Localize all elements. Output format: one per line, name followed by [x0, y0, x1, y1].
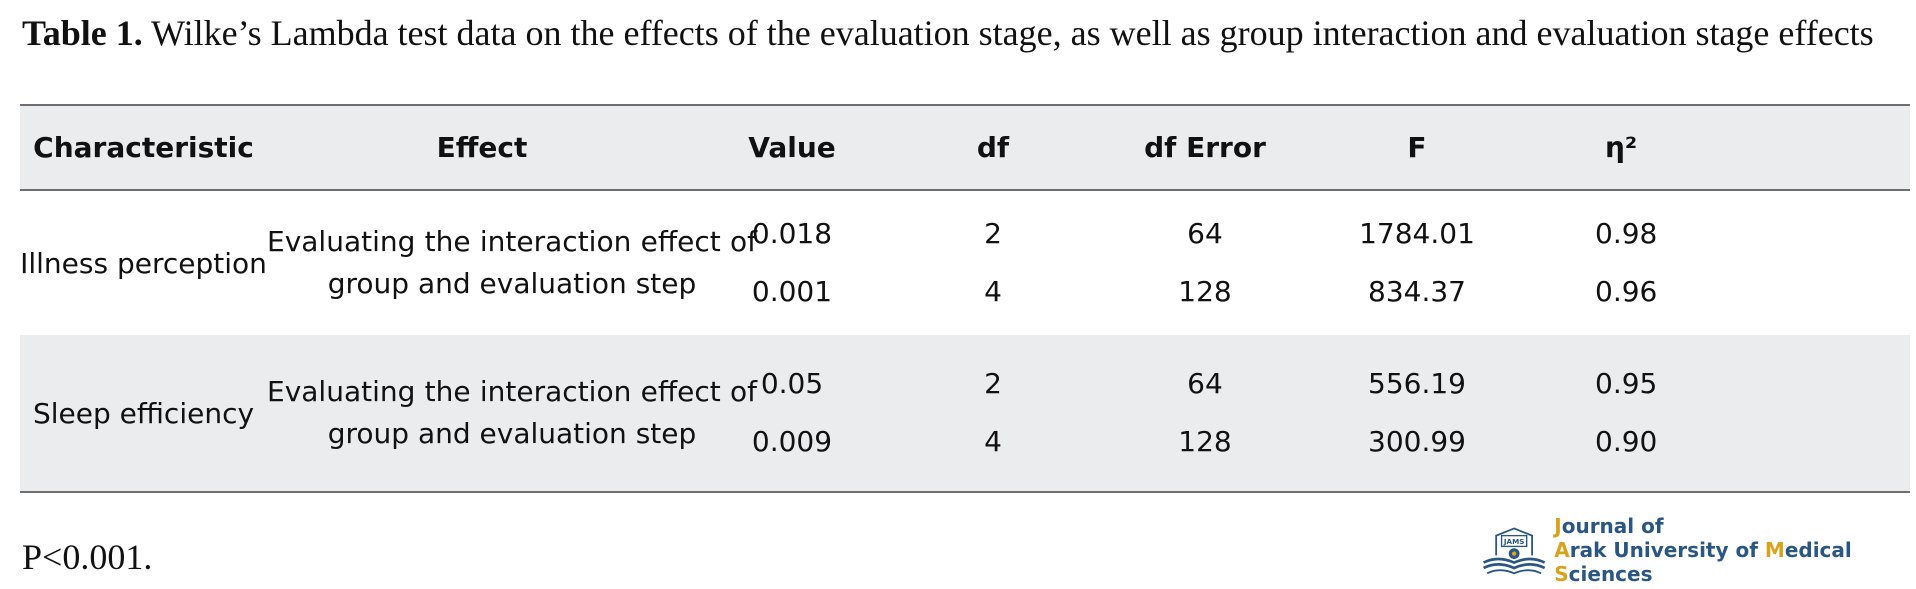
header-value: Value [697, 104, 887, 191]
effect-line: Evaluating the interaction effect of [267, 375, 757, 408]
header-row: Characteristic Effect Value df df Error … [20, 104, 1910, 191]
df-error-entry: 64 [1187, 367, 1223, 400]
df-error-entry: 128 [1178, 425, 1232, 458]
df-entry: 4 [984, 425, 1002, 458]
data-table: Characteristic Effect Value df df Error … [20, 104, 1910, 493]
df-error-entry: 128 [1178, 275, 1232, 308]
header-characteristic: Characteristic [20, 104, 267, 191]
value-entry: 0.001 [751, 275, 833, 308]
table-footnote: P<0.001. [22, 537, 153, 577]
df-error-cell: 64 128 [1099, 190, 1311, 335]
characteristic-cell: Sleep efficiency [20, 335, 267, 493]
eta2-cell: 0.98 0.96 [1523, 190, 1910, 335]
journal-name: Journal of Arak University of Medical Sc… [1554, 514, 1916, 586]
journal-name-line1: Journal of [1554, 514, 1664, 538]
f-cell: 1784.01 834.37 [1311, 190, 1523, 335]
effect-line: group and evaluation step [327, 417, 697, 450]
eta2-entry: 0.90 [1595, 425, 1658, 458]
eta2-entry: 0.96 [1595, 275, 1658, 308]
effect-cell: Evaluating the interaction effect of gro… [267, 190, 757, 335]
df-entry: 2 [984, 367, 1002, 400]
characteristic-cell: Illness perception [20, 190, 267, 335]
journal-logo: JAMS Journal of Arak University of Medic… [1480, 514, 1916, 586]
df-error-entry: 64 [1187, 217, 1223, 250]
eta2-entry: 0.98 [1595, 217, 1658, 250]
f-entry: 1784.01 [1359, 217, 1475, 250]
journal-name-line2: Arak University of Medical Sciences [1554, 538, 1852, 586]
caption-text: Wilke’s Lambda test data on the effects … [151, 13, 1874, 53]
effect-line: Evaluating the interaction effect of [267, 225, 757, 258]
f-entry: 556.19 [1368, 367, 1466, 400]
value-entry: 0.05 [760, 367, 824, 400]
header-f: F [1311, 104, 1523, 191]
f-entry: 300.99 [1368, 425, 1466, 458]
header-effect: Effect [267, 104, 697, 191]
value-entry: 0.009 [751, 425, 833, 458]
caption-label: Table 1. [22, 13, 143, 53]
svg-text:JAMS: JAMS [1503, 537, 1525, 546]
table-row: Illness perception Evaluating the intera… [20, 190, 1910, 335]
journal-emblem-icon: JAMS [1482, 527, 1546, 575]
header-eta2: η² [1523, 104, 1910, 191]
table-row: Sleep efficiency Evaluating the interact… [20, 335, 1910, 493]
header-df: df [887, 104, 1099, 191]
effect-cell: Evaluating the interaction effect of gro… [267, 335, 757, 493]
value-entry: 0.018 [751, 217, 833, 250]
effect-line: group and evaluation step [327, 267, 697, 300]
df-error-cell: 64 128 [1099, 335, 1311, 493]
eta2-cell: 0.95 0.90 [1523, 335, 1910, 493]
value-cell: 0.05 0.009 [697, 335, 887, 493]
f-entry: 834.37 [1368, 275, 1466, 308]
f-cell: 556.19 300.99 [1311, 335, 1523, 493]
df-cell: 2 4 [887, 190, 1099, 335]
df-entry: 2 [984, 217, 1002, 250]
table-caption: Table 1. Wilke’s Lambda test data on the… [22, 10, 1874, 56]
df-cell: 2 4 [887, 335, 1099, 493]
eta2-entry: 0.95 [1595, 367, 1658, 400]
value-cell: 0.018 0.001 [697, 190, 887, 335]
df-entry: 4 [984, 275, 1002, 308]
header-df-error: df Error [1099, 104, 1311, 191]
